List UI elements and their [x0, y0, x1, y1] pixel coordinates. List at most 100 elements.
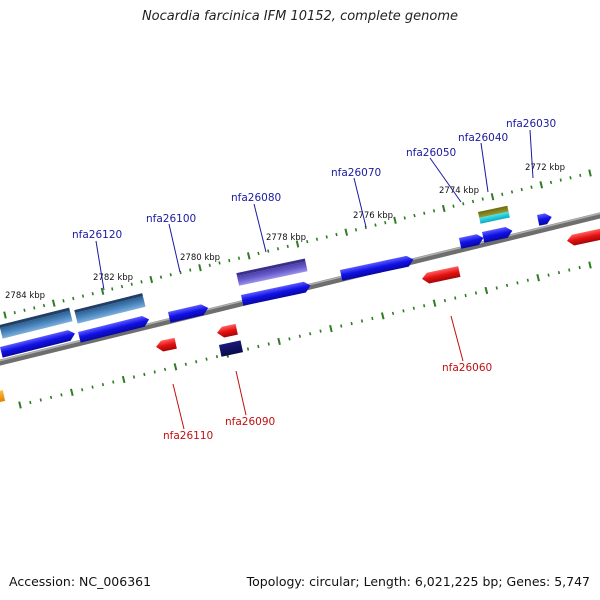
tick-mark: [149, 275, 154, 284]
tick-mark: [184, 362, 187, 366]
gene-reverse-5: [567, 227, 600, 246]
gene-label-reverse: nfa26060: [442, 362, 492, 374]
tick-mark: [464, 293, 467, 298]
gene-reverse-1: [156, 337, 177, 352]
gene-forward-inner-7: [482, 227, 513, 243]
gene-forward-inner-4: [241, 281, 311, 306]
tick-mark: [33, 306, 36, 310]
tick-row-forward: [3, 169, 592, 319]
tick-mark: [257, 344, 260, 349]
tick-mark: [286, 244, 289, 248]
gene-forward-outer-4: [478, 205, 510, 224]
tick-mark: [391, 311, 395, 315]
gene-forward-inner-6: [459, 234, 484, 249]
tick-mark: [159, 275, 163, 279]
gene-forward-inner-2: [78, 316, 150, 343]
tick-mark: [60, 393, 63, 397]
gene-label-forward: nfa26050: [406, 147, 456, 159]
tick-mark: [295, 240, 300, 248]
tick-mark: [288, 337, 291, 341]
tick-mark: [380, 312, 385, 320]
kbp-label: 2774 kbp: [439, 186, 479, 196]
gene-label-reverse: nfa26110: [163, 430, 213, 442]
kbp-label: 2772 kbp: [525, 163, 565, 173]
tick-mark: [371, 316, 374, 321]
tick-mark: [195, 360, 198, 364]
gene-forward-outer-3: [236, 258, 308, 286]
gene-label-forward: nfa26070: [331, 167, 381, 179]
accession-text: Accession: NC_006361: [9, 574, 152, 589]
tick-mark: [13, 311, 16, 315]
tick-mark: [484, 286, 489, 295]
tick-mark: [350, 321, 353, 326]
tick-mark: [112, 380, 115, 384]
tick-mark: [130, 282, 133, 286]
tick-mark: [423, 211, 426, 215]
tick-mark: [325, 235, 328, 239]
kbp-label: 2784 kbp: [5, 291, 45, 301]
gene-reverse-6: [0, 390, 6, 403]
tick-mark: [588, 169, 592, 177]
tick-mark: [42, 303, 46, 308]
tick-mark: [516, 281, 519, 285]
tick-mark: [91, 385, 94, 389]
gene-label-reverse: nfa26090: [225, 416, 275, 428]
tick-mark: [530, 185, 533, 189]
tick-mark: [72, 296, 75, 301]
tick-mark: [62, 299, 65, 303]
tick-mark: [441, 204, 446, 213]
tick-mark: [319, 329, 322, 333]
tick-mark: [588, 261, 592, 269]
tick-mark: [536, 274, 540, 282]
tick-mark: [51, 299, 56, 307]
tick-mark: [474, 291, 478, 295]
tick-mark: [539, 181, 544, 189]
tick-mark: [384, 221, 387, 225]
gene-forward-inner-1: [0, 330, 75, 358]
tick-mark: [413, 213, 416, 218]
tick-mark: [559, 178, 562, 182]
tick-mark: [568, 268, 571, 272]
tick-mark: [360, 319, 364, 323]
tick-mark: [143, 372, 146, 377]
gene-forward-inner-8: [537, 213, 552, 226]
tick-mark: [402, 309, 405, 313]
tick-mark: [246, 347, 250, 351]
tick-mark: [173, 363, 178, 371]
tick-row-reverse: [18, 261, 592, 409]
tick-mark: [132, 375, 136, 379]
tick-mark: [432, 209, 436, 213]
forward-callout-lines: [95, 129, 534, 291]
tick-mark: [557, 271, 561, 275]
gene-forward-inner-3: [168, 304, 209, 323]
tick-mark: [298, 334, 301, 338]
tick-mark: [169, 273, 172, 277]
tick-mark: [267, 342, 270, 346]
tick-mark: [495, 286, 498, 290]
tick-mark: [526, 278, 529, 282]
tick-mark: [520, 187, 523, 192]
tick-mark: [490, 193, 495, 201]
kbp-label: 2778 kbp: [266, 233, 306, 243]
tick-mark: [505, 283, 509, 287]
tick-mark: [39, 398, 42, 402]
tick-mark: [335, 232, 338, 237]
tick-mark: [81, 294, 85, 298]
tick-mark: [579, 173, 582, 177]
tick-mark: [120, 284, 124, 289]
tick-mark: [481, 197, 484, 201]
tick-mark: [547, 273, 550, 277]
tick-mark: [3, 311, 7, 319]
tick-mark: [215, 355, 219, 359]
tick-mark: [462, 202, 465, 206]
kbp-label: 2776 kbp: [353, 211, 393, 221]
tick-mark: [510, 190, 514, 194]
tick-mark: [208, 263, 211, 267]
tick-mark: [111, 287, 114, 291]
tick-mark: [198, 264, 202, 272]
tick-mark: [91, 292, 94, 296]
tick-mark: [374, 223, 377, 227]
tick-mark: [218, 261, 221, 265]
tick-mark: [471, 199, 475, 204]
gene-label-forward: nfa26040: [458, 132, 508, 144]
